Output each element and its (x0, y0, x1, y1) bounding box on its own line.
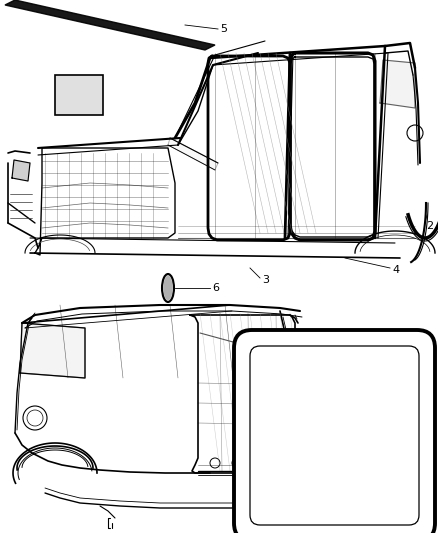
Polygon shape (20, 323, 85, 378)
Ellipse shape (163, 276, 173, 300)
Polygon shape (168, 138, 218, 170)
Text: 4: 4 (392, 265, 399, 275)
Polygon shape (5, 0, 215, 50)
Ellipse shape (162, 274, 174, 302)
Text: 2: 2 (426, 221, 433, 231)
Text: 5: 5 (220, 24, 227, 34)
Polygon shape (380, 60, 415, 108)
Text: 1: 1 (427, 420, 434, 430)
Text: 6: 6 (212, 283, 219, 293)
FancyBboxPatch shape (234, 330, 435, 533)
Polygon shape (12, 160, 30, 181)
Text: 3: 3 (262, 275, 269, 285)
FancyBboxPatch shape (55, 75, 103, 115)
